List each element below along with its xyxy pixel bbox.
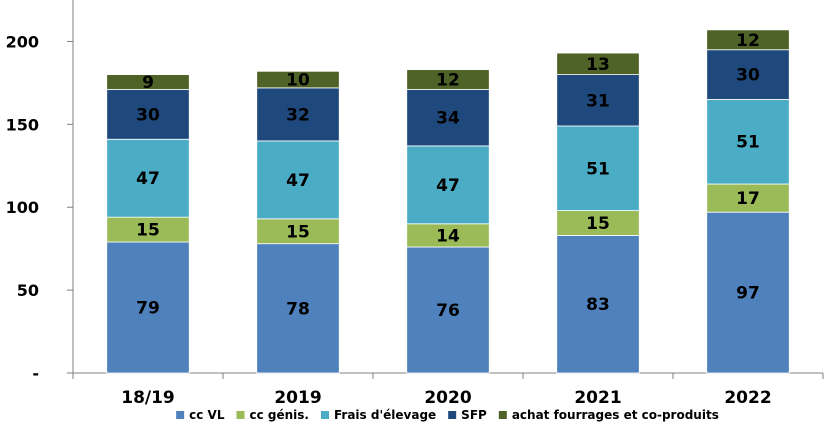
legend-label: SFP [461,408,487,422]
chart-data-labels: 79 15 47 30 9 78 15 47 32 10 76 14 47 34 12 83 15 51 31 13 9… [136,31,760,321]
bar-segment [106,241,190,374]
x-category-label: 2019 [274,388,321,408]
data-label: 97 [736,284,760,304]
legend-swatch [448,411,457,419]
data-label: 15 [586,214,610,234]
bar-segment [706,49,790,100]
bar-segment [256,70,340,89]
data-label: 83 [586,295,610,315]
data-label: 30 [736,66,760,86]
legend-label: cc génis. [249,408,309,422]
bar-segment [706,211,790,374]
x-category-label: 2022 [724,388,771,408]
data-label: 79 [136,299,160,319]
bar-segment [256,218,340,245]
bar-segment [256,87,340,142]
data-label: 51 [586,159,610,179]
legend-label: cc VL [189,408,225,422]
bar-segment [406,145,490,225]
chart-bars [106,29,790,374]
bar-segment [406,89,490,147]
data-label: 34 [436,109,460,129]
bar-segment [106,89,190,140]
data-label: 51 [736,133,760,153]
data-label: 17 [736,189,760,209]
data-label: 31 [586,91,610,111]
x-category-label: 2021 [574,388,621,408]
bar-segment [706,183,790,213]
data-label: 9 [142,73,154,93]
bar-segment [556,210,640,236]
chart-legend: cc VL cc génis. Frais d'élevage SFP achat fo… [176,408,719,422]
data-label: 78 [286,299,310,319]
bar-segment [556,235,640,374]
data-label: 13 [586,55,610,75]
data-label: 47 [286,171,310,191]
y-tick-label: 200 [6,32,39,51]
data-label: 12 [436,71,460,91]
legend-swatch [236,411,245,419]
data-label: 32 [286,105,310,125]
data-label: 15 [286,222,310,242]
legend-label: Frais d'élevage [334,408,436,422]
data-label: 10 [286,71,310,91]
legend-label: achat fourrages et co-produits [512,408,719,422]
bar-segment [406,69,490,90]
bar-segment [706,29,790,51]
y-tick-label: 50 [17,281,39,300]
legend-swatch [498,411,507,419]
bar-segment [556,74,640,127]
x-category-label: 2020 [424,388,471,408]
legend-swatch [320,411,329,419]
bar-segment [556,125,640,211]
data-label: 47 [436,176,460,196]
chart-axes: - 50 100 150 200 18/19 2019 2020 2021 2022 [6,0,824,408]
bar-segment [406,246,490,374]
data-label: 47 [136,169,160,189]
legend-swatch [176,411,185,419]
data-label: 76 [436,301,460,321]
y-tick-label: 150 [6,115,39,134]
bar-segment [256,140,340,220]
bar-segment [706,99,790,185]
y-tick-label: 100 [6,198,39,217]
bar-segment [556,52,640,76]
bar-segment [106,138,190,218]
data-label: 30 [136,105,160,125]
x-category-label: 18/19 [121,388,175,408]
bar-segment [256,243,340,374]
bar-segment [106,74,190,90]
y-tick-label: - [32,364,39,383]
data-label: 12 [736,31,760,51]
data-label: 15 [136,221,160,241]
data-label: 14 [436,226,460,246]
